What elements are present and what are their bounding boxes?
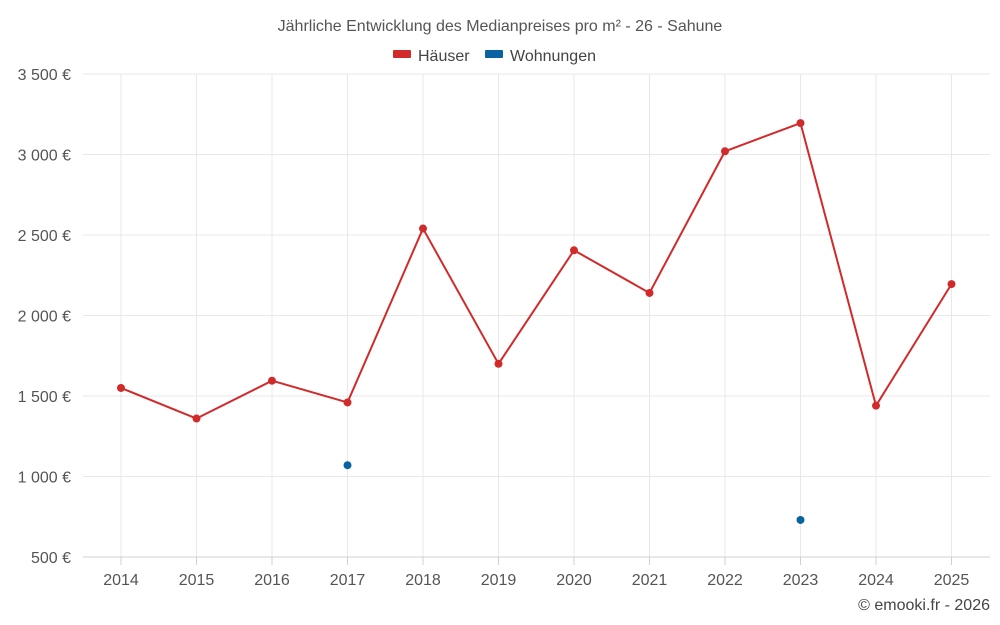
legend-label-wohnungen: Wohnungen — [510, 48, 596, 65]
credit-text: © emooki.fr - 2026 — [858, 597, 990, 614]
y-tick-label: 1 000 € — [18, 470, 71, 487]
data-point-hauser-2020[interactable] — [570, 246, 578, 255]
series-line-hauser — [120, 122, 953, 420]
legend-item-wohnungen[interactable]: Wohnungen — [485, 48, 596, 65]
legend-label-hauser: Häuser — [418, 48, 470, 65]
y-tick-label: 500 € — [31, 550, 71, 567]
x-tick-label: 2016 — [254, 572, 290, 589]
axes: 500 € 1 000 € 1 500 € 2 000 € 2 500 € 3 000 €… — [18, 67, 990, 589]
x-tick-label: 2015 — [179, 572, 215, 589]
x-tick-label: 2020 — [556, 572, 592, 589]
legend-swatch-hauser — [393, 50, 411, 58]
y-tick-label: 3 000 € — [18, 148, 71, 165]
data-point-hauser-2022[interactable] — [721, 147, 729, 156]
data-point-hauser-2017[interactable] — [343, 398, 352, 407]
x-tick-label: 2018 — [405, 572, 441, 589]
data-point-hauser-2023[interactable] — [796, 119, 805, 128]
x-tick-label: 2019 — [481, 572, 517, 589]
y-tick-label: 2 000 € — [18, 309, 71, 326]
x-tick-label: 2017 — [330, 572, 366, 589]
legend-item-hauser[interactable]: Häuser — [393, 48, 470, 65]
y-tick-label: 2 500 € — [18, 228, 71, 245]
x-tick-label: 2014 — [103, 572, 139, 589]
x-tick-label: 2022 — [707, 572, 743, 589]
data-point-hauser-2015[interactable] — [192, 414, 201, 423]
data-point-hauser-2024[interactable] — [872, 401, 880, 410]
x-tick-label: 2023 — [783, 572, 819, 589]
legend: Häuser Wohnungen — [393, 48, 596, 65]
y-tick-label: 3 500 € — [18, 67, 71, 84]
legend-swatch-wohnungen — [485, 50, 503, 58]
data-point-hauser-2018[interactable] — [419, 224, 427, 233]
x-tick-label: 2025 — [934, 572, 970, 589]
data-point-hauser-2025[interactable] — [947, 280, 956, 289]
data-point-wohnungen-2017[interactable] — [343, 461, 352, 470]
data-point-hauser-2014[interactable] — [117, 383, 125, 392]
data-point-hauser-2021[interactable] — [645, 288, 654, 297]
y-tick-label: 1 500 € — [18, 389, 71, 406]
data-point-hauser-2019[interactable] — [494, 359, 503, 368]
x-tick-label: 2024 — [858, 572, 894, 589]
series — [117, 119, 956, 524]
data-point-hauser-2016[interactable] — [268, 376, 276, 385]
data-point-wohnungen-2023[interactable] — [796, 515, 805, 524]
x-tick-label: 2021 — [632, 572, 668, 589]
grid — [83, 73, 990, 558]
chart-title: Jährliche Entwicklung des Medianpreises … — [278, 18, 723, 35]
